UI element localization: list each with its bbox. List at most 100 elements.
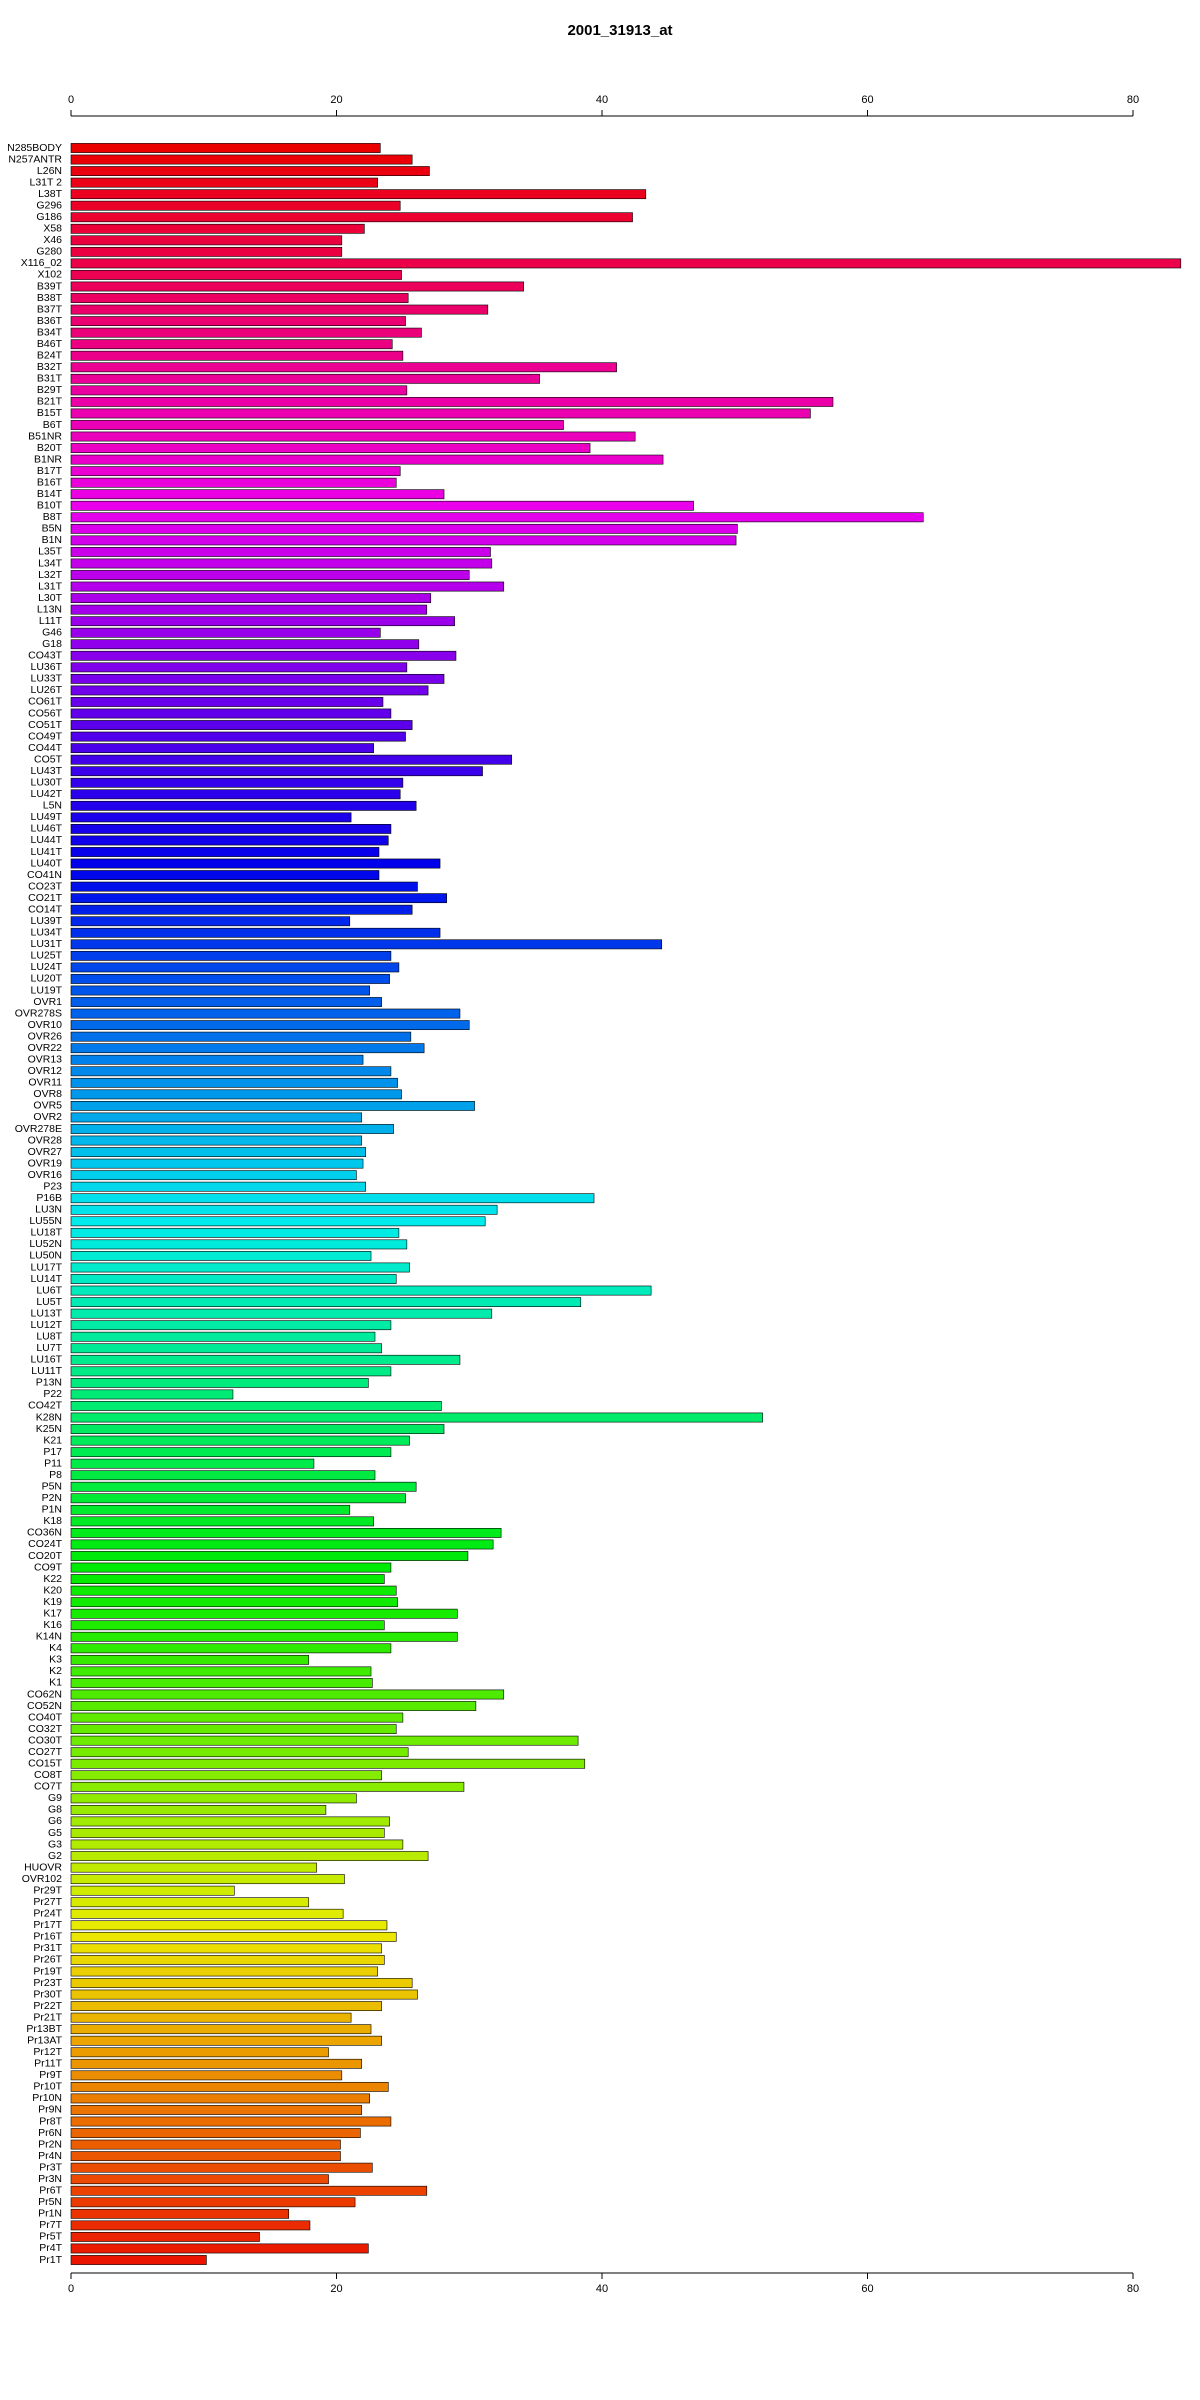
bar — [70, 1574, 385, 1584]
y-tick-label: G8 — [48, 1804, 62, 1816]
y-tick-label: B8T — [43, 511, 63, 523]
bar — [70, 916, 351, 927]
y-tick-label: OVR1 — [33, 996, 62, 1008]
bar — [70, 350, 404, 361]
bar — [70, 1470, 376, 1481]
y-tick-label: X102 — [37, 269, 62, 281]
y-tick-label: K19 — [43, 1596, 62, 1608]
bar — [70, 1666, 372, 1677]
y-tick-label: K3 — [49, 1654, 62, 1666]
y-tick-label: Pr4T — [39, 2242, 62, 2254]
bar — [70, 1724, 397, 1735]
bar — [70, 177, 378, 188]
y-tick-label: LU34T — [30, 927, 62, 939]
y-tick-label: X58 — [43, 223, 62, 235]
y-tick-label: Pr10N — [32, 2092, 62, 2104]
y-tick-label: B34T — [37, 326, 63, 338]
bar — [70, 1839, 404, 1850]
y-tick-label: LU3N — [35, 1204, 62, 1216]
bar — [70, 1678, 373, 1688]
y-tick-label: P23 — [43, 1180, 62, 1192]
bar — [70, 673, 445, 684]
y-tick-label: P22 — [43, 1388, 62, 1400]
y-tick-label: OVR102 — [22, 1873, 62, 1885]
bar — [70, 246, 343, 257]
y-tick-label: B20T — [37, 442, 63, 454]
y-tick-label: CO51T — [28, 719, 62, 731]
bar — [70, 512, 924, 523]
bar — [70, 408, 811, 419]
bar — [70, 500, 694, 511]
bar — [70, 604, 428, 615]
y-tick-label: K18 — [43, 1515, 62, 1527]
bar — [70, 1308, 493, 1319]
y-tick-label: N257ANTR — [8, 153, 62, 165]
y-tick-label: K4 — [49, 1642, 62, 1654]
y-tick-label: B24T — [37, 350, 63, 362]
y-tick-label: L38T — [38, 188, 63, 200]
y-tick-label: Pr6N — [38, 2127, 62, 2139]
bar — [70, 1643, 392, 1654]
bar — [70, 1701, 477, 1711]
bar — [70, 1124, 394, 1134]
bar — [70, 2151, 341, 2162]
y-tick-label: L30T — [38, 592, 63, 604]
bar — [70, 281, 524, 292]
bar — [70, 200, 401, 211]
y-tick-label: LU39T — [30, 915, 62, 927]
bar — [70, 558, 493, 569]
bar — [70, 1366, 392, 1377]
y-tick-label: Pr3N — [38, 2173, 62, 2185]
y-tick-label: CO30T — [28, 1734, 62, 1746]
x-tick-label: 20 — [330, 94, 342, 106]
bar — [70, 1908, 344, 1919]
y-tick-label: G6 — [48, 1815, 62, 1827]
bar — [70, 1135, 363, 1146]
y-tick-label: P17 — [43, 1446, 62, 1458]
y-tick-label: OVR12 — [28, 1065, 63, 1077]
y-tick-label: B39T — [37, 280, 63, 292]
bar — [70, 766, 483, 777]
bar — [70, 1631, 458, 1642]
y-tick-label: HUOVR — [24, 1861, 62, 1873]
bar — [70, 1216, 486, 1227]
bar — [70, 1101, 475, 1111]
bar — [70, 477, 397, 488]
y-tick-label: G2 — [48, 1850, 62, 1862]
bar — [70, 1747, 409, 1758]
y-tick-label: G9 — [48, 1792, 62, 1804]
y-tick-label: Pr5T — [39, 2231, 62, 2243]
bar — [70, 1493, 406, 1504]
bar — [70, 1920, 388, 1931]
y-tick-label: L32T — [38, 569, 63, 581]
y-tick-label: B38T — [37, 292, 63, 304]
y-tick-label: LU46T — [30, 823, 62, 835]
y-tick-label: CO15T — [28, 1758, 62, 1770]
y-tick-label: CO8T — [34, 1769, 63, 1781]
y-tick-label: Pr12T — [33, 2046, 62, 2058]
y-tick-label: LU17T — [30, 1261, 62, 1273]
bar — [70, 650, 457, 661]
bar — [70, 1978, 413, 1988]
y-tick-label: OVR13 — [28, 1054, 63, 1066]
bar — [70, 454, 664, 465]
y-tick-label: Pr10T — [33, 2081, 62, 2093]
bar — [70, 1458, 315, 1469]
y-tick-label: LU20T — [30, 973, 62, 985]
y-tick-label: B37T — [37, 303, 63, 315]
bar — [70, 1262, 410, 1273]
y-tick-label: CO36N — [27, 1527, 62, 1539]
y-tick-label: CO21T — [28, 892, 62, 904]
bar — [70, 800, 417, 811]
bar — [70, 1389, 234, 1400]
x-tick-label: 20 — [330, 2283, 342, 2295]
y-tick-label: Pr9T — [39, 2069, 62, 2081]
y-tick-label: Pr8T — [39, 2115, 62, 2127]
x-tick-label: 40 — [596, 94, 608, 106]
y-tick-label: B51NR — [28, 430, 62, 442]
bar — [70, 2232, 260, 2242]
y-tick-label: LU42T — [30, 788, 62, 800]
y-tick-label: LU14T — [30, 1273, 62, 1285]
bar — [70, 1181, 367, 1192]
bar — [70, 593, 432, 603]
